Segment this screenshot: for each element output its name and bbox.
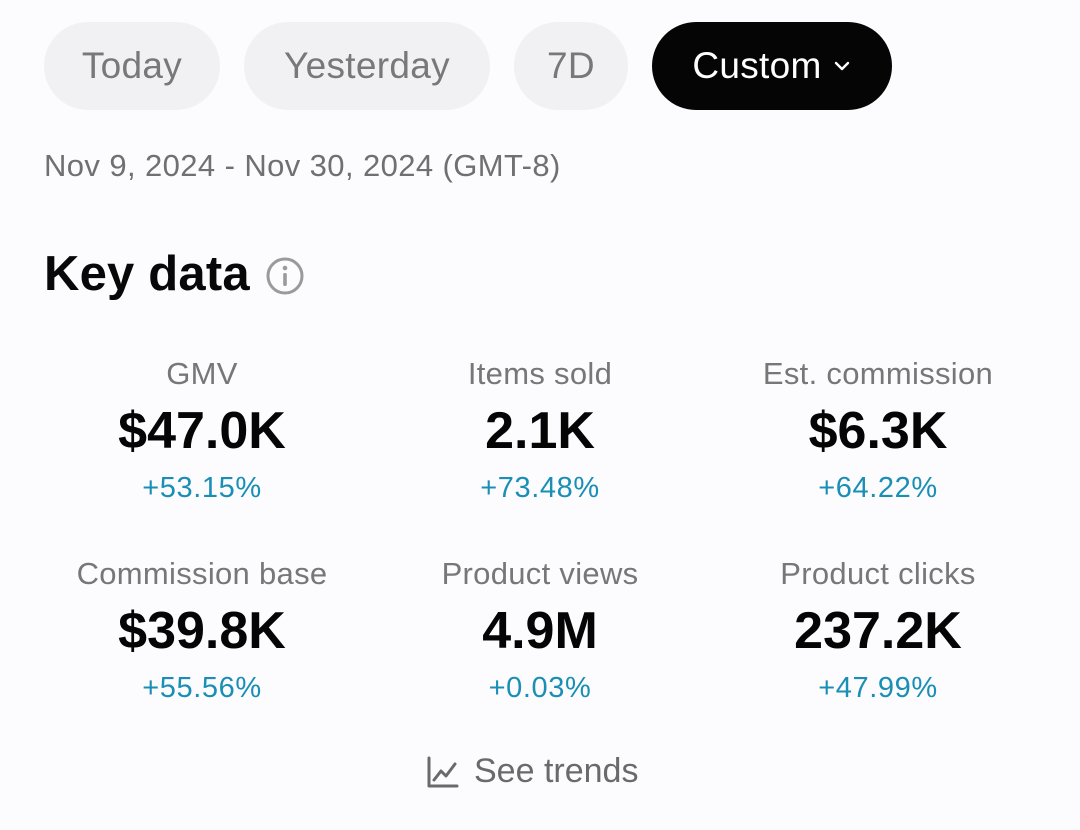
filter-7d-label: 7D [547, 45, 595, 86]
key-data-grid: GMV $47.0K +53.15% Items sold 2.1K +73.4… [0, 352, 1080, 752]
metric-change: +73.48% [480, 472, 600, 504]
metric-value: $39.8K [118, 602, 286, 660]
metric-change: +55.56% [142, 672, 262, 704]
metric-commission-base[interactable]: Commission base $39.8K +55.56% [33, 552, 371, 752]
metric-label: GMV [166, 356, 238, 391]
chevron-down-icon [834, 61, 849, 71]
see-trends-link[interactable]: See trends [426, 752, 638, 791]
metric-product-views[interactable]: Product views 4.9M +0.03% [371, 552, 709, 752]
metric-value: $6.3K [808, 402, 948, 460]
metric-change: +0.03% [488, 672, 592, 704]
metrics-row: Commission base $39.8K +55.56% Product v… [0, 552, 1080, 752]
metric-items-sold[interactable]: Items sold 2.1K +73.48% [371, 352, 709, 552]
info-icon[interactable] [264, 255, 306, 297]
filter-custom-label: Custom [692, 45, 822, 86]
filter-7d-button[interactable]: 7D [514, 22, 628, 110]
metric-value: $47.0K [118, 402, 286, 460]
metric-est-commission[interactable]: Est. commission $6.3K +64.22% [709, 352, 1047, 552]
line-chart-icon [427, 756, 459, 787]
metric-label: Product clicks [780, 556, 976, 591]
metric-value: 4.9M [482, 602, 598, 660]
filter-today-label: Today [81, 45, 183, 86]
date-filter-bar: Today Yesterday 7D Custom [44, 22, 892, 110]
see-trends-label: See trends [474, 752, 639, 790]
metric-label: Est. commission [762, 356, 994, 391]
metrics-row: GMV $47.0K +53.15% Items sold 2.1K +73.4… [0, 352, 1080, 552]
metric-label: Commission base [76, 556, 328, 591]
metric-label: Product views [441, 556, 639, 591]
filter-yesterday-button[interactable]: Yesterday [244, 22, 490, 110]
date-range-text: Nov 9, 2024 - Nov 30, 2024 (GMT-8) [44, 148, 561, 183]
filter-today-button[interactable]: Today [44, 22, 220, 110]
metric-change: +53.15% [142, 472, 262, 504]
filter-yesterday-label: Yesterday [284, 45, 450, 86]
metric-change: +64.22% [818, 472, 938, 504]
metric-value: 2.1K [485, 402, 595, 460]
metric-label: Items sold [467, 356, 613, 391]
key-data-header: Key data [44, 246, 306, 302]
metric-value: 237.2K [794, 602, 962, 660]
filter-custom-dropdown[interactable]: Custom [652, 22, 892, 110]
metric-change: +47.99% [818, 672, 938, 704]
section-title: Key data [44, 247, 250, 301]
metric-gmv[interactable]: GMV $47.0K +53.15% [33, 352, 371, 552]
metric-product-clicks[interactable]: Product clicks 237.2K +47.99% [709, 552, 1047, 752]
